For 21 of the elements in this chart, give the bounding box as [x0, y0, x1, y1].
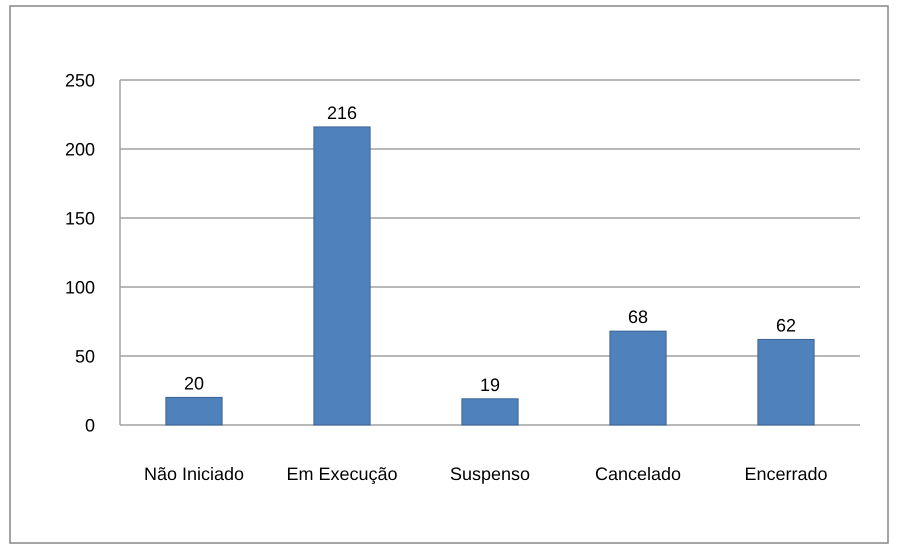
y-tick-label: 100 [64, 277, 95, 298]
x-tick-label: Cancelado [594, 464, 682, 484]
data-label: 19 [480, 374, 500, 395]
x-tick-label: Em Execução [286, 464, 398, 484]
y-tick-label: 0 [84, 415, 95, 436]
x-tick-label: Suspenso [450, 464, 530, 484]
data-label: 68 [628, 307, 648, 328]
bar [609, 330, 667, 426]
x-tick-label: Não Iniciado [144, 464, 244, 484]
y-tick-label: 200 [64, 139, 95, 160]
data-label: 20 [184, 373, 204, 394]
y-tick-label: 150 [64, 208, 95, 228]
bar [757, 338, 815, 426]
bar [165, 396, 223, 426]
y-tick-label: 50 [74, 346, 95, 366]
y-tick-label: 250 [64, 70, 95, 90]
data-label: 216 [326, 102, 358, 123]
x-tick-label: Encerrado [744, 464, 828, 484]
bar [461, 398, 519, 426]
data-label: 62 [776, 315, 796, 336]
bar [313, 126, 371, 426]
